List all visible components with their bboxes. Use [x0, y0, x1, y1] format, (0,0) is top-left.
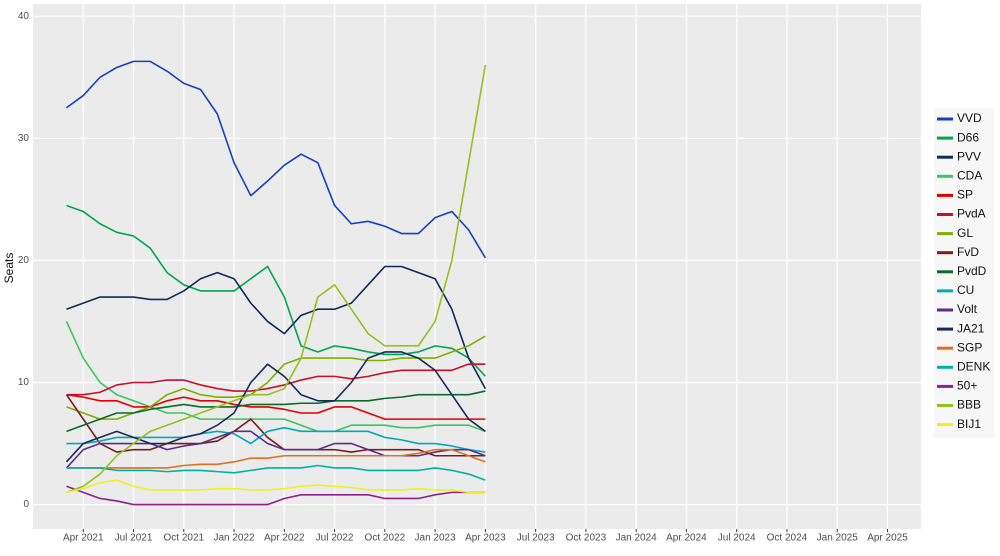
x-tick-label: Oct 2023	[566, 533, 607, 544]
x-tick-label: Jul 2022	[316, 533, 354, 544]
series-line	[66, 426, 486, 453]
legend-label: CDA	[957, 168, 982, 182]
x-tick-label: Apr 2021	[63, 533, 104, 544]
x-tick-label: Apr 2024	[666, 533, 707, 544]
legend-label: GL	[957, 226, 973, 240]
legend-label: JA21	[957, 321, 985, 335]
legend-label: PvdD	[957, 264, 987, 278]
legend-label: SGP	[957, 340, 982, 354]
x-tick-label: Jul 2023	[517, 533, 555, 544]
x-tick-label: Jan 2024	[616, 533, 658, 544]
series-line	[66, 204, 486, 377]
legend-label: DENK	[957, 359, 990, 373]
series-line	[65, 351, 486, 463]
series-line	[66, 393, 486, 420]
series-line	[66, 448, 486, 469]
legend-label: Volt	[957, 302, 978, 316]
legend-label: VVD	[957, 111, 982, 125]
legend-label: FvD	[957, 245, 979, 259]
series-line	[66, 464, 486, 481]
y-tick-label: 40	[18, 11, 30, 22]
x-tick-label: Jul 2021	[115, 533, 153, 544]
series-line	[65, 394, 486, 457]
y-tick-label: 20	[18, 255, 30, 266]
legend-label: BIJ1	[957, 417, 981, 431]
y-tick-label: 0	[23, 499, 29, 510]
y-tick-label: 10	[18, 377, 30, 388]
series-line	[66, 60, 487, 259]
legend-label: 50+	[957, 379, 977, 393]
series-line	[66, 479, 486, 494]
series-line	[66, 363, 486, 396]
y-axis-label: Seats	[2, 253, 16, 284]
series-line	[66, 64, 487, 494]
x-tick-label: Oct 2024	[767, 533, 808, 544]
x-tick-label: Oct 2021	[163, 533, 204, 544]
x-tick-label: Apr 2023	[465, 533, 506, 544]
x-tick-label: Apr 2022	[264, 533, 305, 544]
plot-panel	[33, 4, 921, 529]
x-tick-label: Jan 2023	[415, 533, 457, 544]
legend-label: SP	[957, 188, 973, 202]
legend-label: D66	[957, 130, 979, 144]
x-tick-label: Jul 2024	[718, 533, 756, 544]
series-line	[66, 485, 486, 506]
series-line	[65, 430, 486, 469]
y-tick-label: 30	[18, 133, 30, 144]
series-line	[66, 265, 487, 389]
legend-label: PvdA	[957, 207, 986, 221]
x-tick-label: Oct 2022	[365, 533, 406, 544]
series-line	[66, 390, 486, 433]
series-line	[65, 321, 486, 433]
x-tick-label: Apr 2025	[867, 533, 908, 544]
x-tick-label: Jan 2025	[817, 533, 859, 544]
legend-label: CU	[957, 283, 974, 297]
legend-label: PVV	[957, 149, 981, 163]
legend-label: BBB	[957, 398, 981, 412]
x-tick-label: Jan 2022	[213, 533, 255, 544]
